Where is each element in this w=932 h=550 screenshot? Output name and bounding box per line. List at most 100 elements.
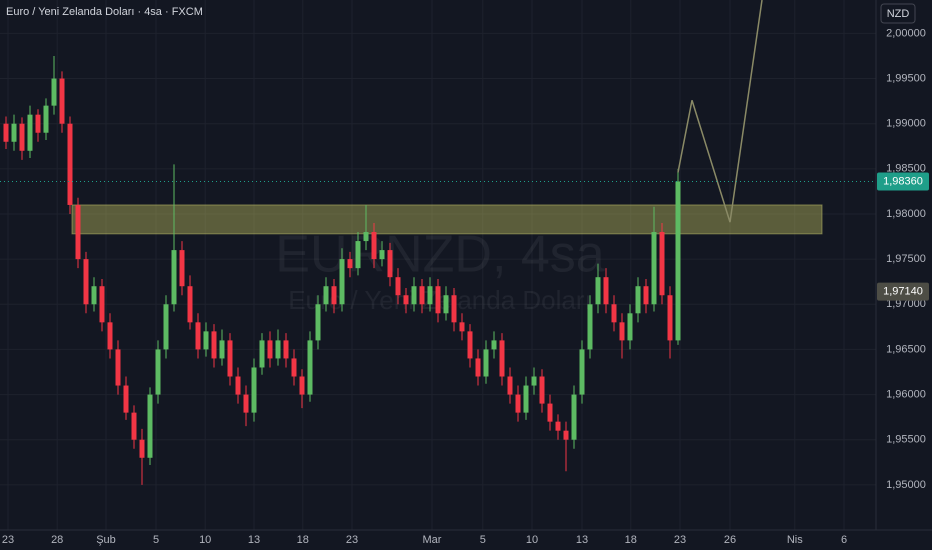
candle-body: [3, 123, 9, 142]
candle-body: [187, 286, 193, 323]
candle-body: [603, 277, 609, 305]
x-tick-label: Mar: [423, 534, 442, 546]
candle-body: [243, 394, 249, 413]
x-tick-label: 18: [625, 534, 637, 546]
candle-body: [475, 358, 481, 377]
candle-body: [611, 304, 617, 323]
candle-body: [619, 322, 625, 341]
candle-body: [163, 304, 169, 350]
currency-box[interactable]: [880, 3, 916, 24]
candle-body: [211, 331, 217, 359]
currency[interactable]: NZD: [887, 8, 910, 20]
candle-body: [555, 421, 561, 431]
candle-body: [83, 259, 89, 305]
candle-body: [379, 250, 385, 260]
candle-body: [155, 349, 161, 395]
zone: [71, 204, 823, 235]
candle-body: [363, 232, 369, 242]
x-tick-label: 18: [297, 534, 309, 546]
x-tick-label: 10: [199, 534, 211, 546]
candle-body: [219, 340, 225, 359]
grid: [0, 0, 876, 530]
projection-line: [677, 0, 763, 223]
candle-body: [139, 439, 145, 458]
candle-body: [307, 340, 313, 395]
axes: 2,00000 1,99500 1,99000 1,98500 1,98000 1,975…: [2, 27, 929, 546]
candle-body: [403, 295, 409, 305]
y-tick-label: 1,95500: [886, 434, 926, 446]
candle-body: [315, 304, 321, 341]
candle-body: [99, 286, 105, 323]
y-tick-label: 1,99500: [886, 72, 926, 84]
y-tick-label: 1,99000: [886, 118, 926, 130]
y-tick-label: 2,00000: [886, 27, 926, 39]
candle-body: [35, 114, 41, 133]
y-tick-label: 1,97500: [886, 253, 926, 265]
x-tick-label: 5: [153, 534, 159, 546]
marker-price-label: 1,97140: [883, 286, 923, 298]
candle-body: [371, 232, 377, 260]
candle-body: [275, 340, 281, 359]
candle-body: [171, 250, 177, 305]
candle-body: [59, 78, 65, 124]
candle-body: [539, 376, 545, 404]
candle-body: [299, 376, 305, 395]
candle-body: [515, 394, 521, 413]
candle-body: [563, 430, 569, 440]
candle-body: [531, 376, 537, 386]
x-tick-label: Şub: [96, 534, 116, 546]
candle-body: [667, 295, 673, 341]
candle-body: [115, 349, 121, 386]
x-tick-label: 23: [346, 534, 358, 546]
candle-body: [19, 123, 25, 151]
y-tick-label: 1,96000: [886, 388, 926, 400]
candle-body: [267, 340, 273, 359]
x-tick-label: 13: [248, 534, 260, 546]
candle-body: [579, 349, 585, 395]
candle-body: [651, 232, 657, 305]
candle-body: [659, 232, 665, 296]
candle-body: [91, 286, 97, 305]
candle-body: [347, 259, 353, 269]
watermark-symbol: EURNZD, 4sa: [275, 226, 604, 284]
candle-body: [355, 241, 361, 269]
x-tick-label: Nis: [787, 534, 803, 546]
x-tick-label: 6: [841, 534, 847, 546]
x-tick-label: 23: [2, 534, 14, 546]
x-tick-label: 23: [674, 534, 686, 546]
candle-body: [51, 78, 57, 106]
last-price-label: 1,98360: [883, 175, 923, 187]
candle-body: [323, 286, 329, 305]
candle-body: [491, 340, 497, 350]
x-tick-label: 5: [480, 534, 486, 546]
x-tick-label: 13: [576, 534, 588, 546]
candle-body: [675, 181, 681, 341]
candle-body: [635, 286, 641, 314]
candle-body: [483, 349, 489, 377]
x-tick-label: 10: [526, 534, 538, 546]
candle-body: [587, 304, 593, 350]
candle-body: [195, 322, 201, 350]
candle-body: [419, 286, 425, 305]
candle-body: [427, 286, 433, 305]
candle-body: [435, 286, 441, 314]
candle-body: [259, 340, 265, 368]
candle-body: [459, 322, 465, 332]
y-tick-label: 1,97000: [886, 298, 926, 310]
candle-body: [179, 250, 185, 287]
candle-body: [387, 250, 393, 278]
candle-body: [595, 277, 601, 305]
candle-body: [443, 295, 449, 314]
candle-body: [227, 340, 233, 377]
candle-body: [27, 114, 33, 151]
candle-body: [147, 394, 153, 458]
candle-body: [283, 340, 289, 359]
candle-body: [43, 105, 49, 133]
marker-price-box: [877, 282, 929, 301]
symbol-title: Euro / Yeni Zelanda Doları · 4sa · FXCM: [6, 6, 203, 18]
plot: [0, 0, 876, 485]
candle-body: [395, 277, 401, 296]
